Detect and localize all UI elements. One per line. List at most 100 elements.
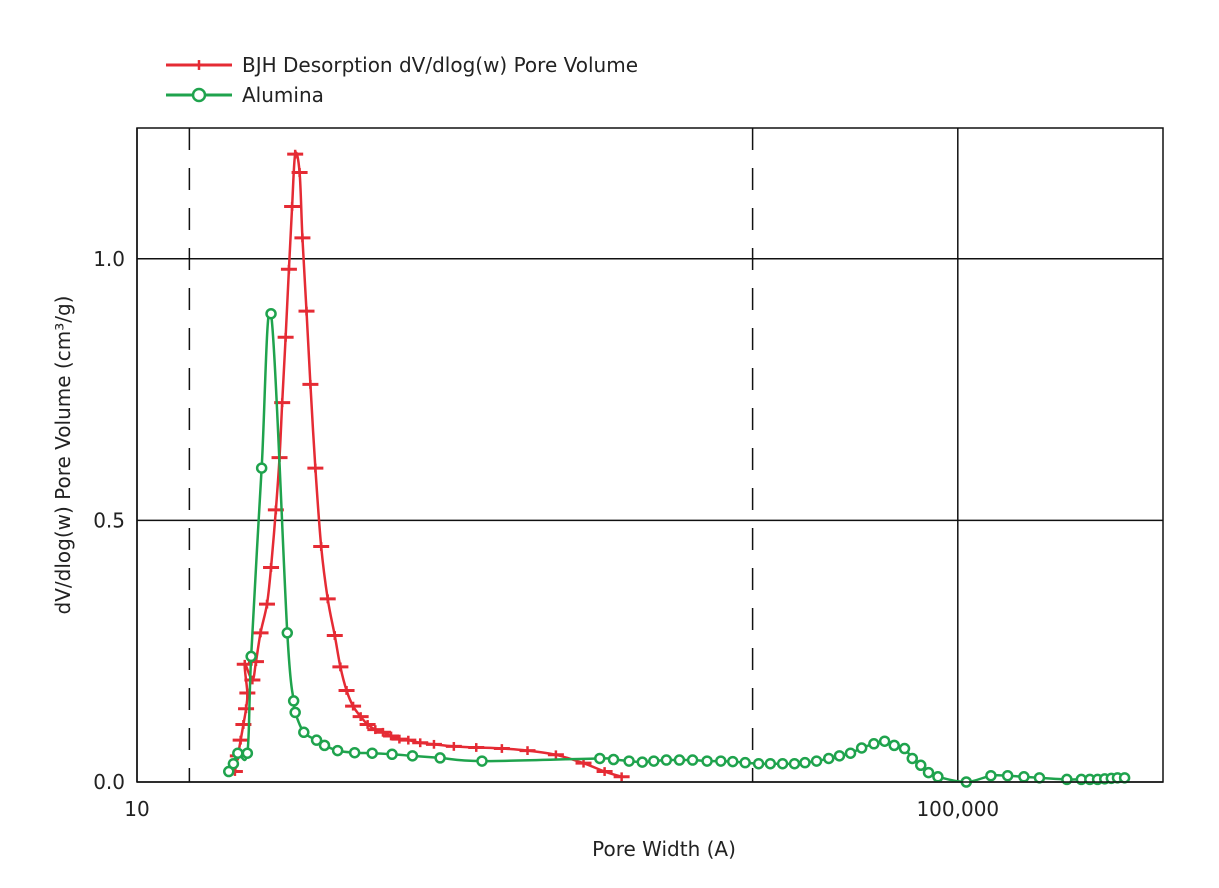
data-point-plus — [338, 686, 355, 695]
data-point-plus — [298, 306, 315, 316]
legend-item: BJH Desorption dV/dlog(w) Pore Volume — [166, 53, 638, 77]
data-point-circle — [985, 769, 997, 782]
data-point-circle — [241, 747, 254, 759]
data-point-circle — [1118, 772, 1131, 784]
data-point-plus — [468, 743, 485, 752]
data-point-circle — [686, 754, 699, 766]
data-point-circle — [298, 726, 310, 739]
data-point-circle — [434, 752, 446, 764]
data-point-plus — [284, 202, 301, 211]
data-point-circle — [868, 738, 880, 750]
data-point-circle — [232, 747, 244, 759]
data-point-circle — [799, 756, 811, 769]
data-point-plus — [287, 149, 304, 159]
data-point-plus — [258, 599, 275, 609]
data-point-circle — [287, 695, 300, 707]
data-point-circle — [623, 755, 635, 767]
data-point-plus — [326, 631, 343, 640]
data-point-circle — [331, 744, 344, 757]
data-point-circle — [878, 735, 891, 747]
data-point-plus — [400, 735, 417, 745]
data-point-plus — [575, 758, 592, 768]
data-point-circle — [922, 766, 935, 779]
data-point-plus — [232, 735, 249, 745]
data-point-circle — [227, 757, 240, 770]
data-point-circle — [810, 755, 823, 767]
data-point-circle — [915, 759, 927, 772]
data-point-plus — [244, 675, 261, 685]
data-point-plus — [493, 744, 510, 753]
y-tick-label: 0.0 — [93, 770, 125, 794]
ticks: 0.0 0.5 1.0 10 100,000 — [93, 247, 999, 821]
y-tick-label: 1.0 — [93, 247, 125, 271]
data-point-plus — [374, 727, 391, 737]
data-point-circle — [476, 755, 488, 767]
data-point-plus — [302, 379, 319, 389]
data-point-circle — [660, 754, 673, 766]
data-point-circle — [855, 742, 868, 754]
series-line — [227, 308, 1125, 784]
data-point-circle — [255, 462, 268, 474]
data-point-plus — [547, 750, 564, 760]
data-point-plus — [277, 332, 294, 342]
data-point-circle — [906, 752, 919, 765]
y-tick-label: 0.5 — [93, 508, 125, 532]
data-point-circle — [739, 756, 751, 769]
data-point-plus — [190, 60, 208, 70]
data-point-circle — [318, 739, 331, 752]
data-point-circle — [289, 706, 301, 719]
data-point-circle — [764, 757, 777, 770]
data-point-circle — [348, 746, 361, 759]
series-layer — [223, 149, 1131, 788]
data-point-circle — [1018, 771, 1030, 783]
data-point-plus — [307, 463, 324, 473]
data-point-plus — [239, 688, 256, 698]
data-point-plus — [412, 738, 429, 748]
data-point-circle — [1033, 772, 1046, 784]
data-point-plus — [319, 594, 336, 604]
data-point-plus — [263, 563, 280, 572]
data-point-circle — [366, 747, 378, 759]
data-point-plus — [313, 542, 330, 551]
data-point-circle — [844, 747, 857, 759]
data-point-circle — [310, 734, 323, 746]
series-bjh-desorption — [226, 149, 630, 782]
data-point-plus — [294, 233, 311, 243]
data-point-plus — [352, 712, 369, 721]
data-point-circle — [701, 755, 713, 767]
x-tick-label: 100,000 — [916, 797, 999, 821]
data-point-plus — [596, 767, 613, 776]
data-point-circle — [281, 627, 294, 639]
data-point-circle — [265, 307, 277, 320]
data-point-plus — [332, 662, 349, 672]
data-point-circle — [932, 771, 944, 783]
data-point-circle — [788, 757, 801, 770]
data-point-circle — [822, 752, 835, 765]
data-point-circle — [245, 650, 257, 663]
data-point-circle — [1001, 769, 1014, 782]
series-line — [233, 151, 622, 778]
legend: BJH Desorption dV/dlog(w) Pore Volume Alu… — [166, 53, 638, 107]
data-point-circle — [752, 757, 765, 770]
legend-label: Alumina — [242, 83, 324, 107]
data-point-plus — [238, 704, 255, 714]
data-point-plus — [445, 742, 462, 751]
data-point-circle — [607, 753, 620, 766]
data-point-circle — [406, 750, 419, 762]
x-tick-label: 10 — [124, 797, 149, 821]
data-point-circle — [715, 755, 727, 767]
legend-label: BJH Desorption dV/dlog(w) Pore Volume — [242, 53, 638, 77]
data-point-circle — [726, 755, 739, 768]
data-point-plus — [252, 628, 269, 638]
data-point-circle — [386, 748, 398, 761]
data-point-plus — [280, 264, 297, 274]
x-axis-label: Pore Width (A) — [592, 837, 736, 861]
data-point-plus — [519, 746, 536, 756]
y-axis-label: dV/dlog(w) Pore Volume (cm³/g) — [51, 296, 75, 615]
data-point-circle — [648, 755, 660, 767]
data-point-plus — [359, 720, 376, 729]
data-point-circle — [594, 752, 606, 765]
data-point-circle — [833, 750, 846, 762]
data-point-plus — [613, 772, 630, 782]
